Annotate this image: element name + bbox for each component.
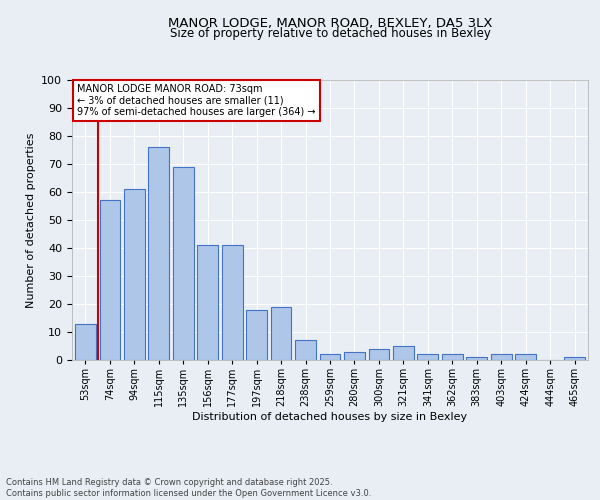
X-axis label: Distribution of detached houses by size in Bexley: Distribution of detached houses by size … xyxy=(193,412,467,422)
Text: MANOR LODGE, MANOR ROAD, BEXLEY, DA5 3LX: MANOR LODGE, MANOR ROAD, BEXLEY, DA5 3LX xyxy=(168,18,492,30)
Text: Size of property relative to detached houses in Bexley: Size of property relative to detached ho… xyxy=(170,28,490,40)
Text: Contains HM Land Registry data © Crown copyright and database right 2025.
Contai: Contains HM Land Registry data © Crown c… xyxy=(6,478,371,498)
Bar xyxy=(197,245,218,360)
Bar xyxy=(246,310,267,360)
Bar xyxy=(368,349,389,360)
Bar xyxy=(393,346,414,360)
Bar xyxy=(75,324,96,360)
Bar xyxy=(100,200,120,360)
Bar xyxy=(271,307,292,360)
Bar xyxy=(320,354,340,360)
Bar xyxy=(295,340,316,360)
Bar xyxy=(466,357,487,360)
Bar xyxy=(418,354,438,360)
Bar xyxy=(491,354,512,360)
Bar xyxy=(344,352,365,360)
Y-axis label: Number of detached properties: Number of detached properties xyxy=(26,132,36,308)
Bar xyxy=(222,245,242,360)
Bar xyxy=(124,189,145,360)
Text: MANOR LODGE MANOR ROAD: 73sqm
← 3% of detached houses are smaller (11)
97% of se: MANOR LODGE MANOR ROAD: 73sqm ← 3% of de… xyxy=(77,84,316,117)
Bar xyxy=(515,354,536,360)
Bar xyxy=(173,167,194,360)
Bar xyxy=(148,147,169,360)
Bar xyxy=(564,357,585,360)
Bar xyxy=(442,354,463,360)
